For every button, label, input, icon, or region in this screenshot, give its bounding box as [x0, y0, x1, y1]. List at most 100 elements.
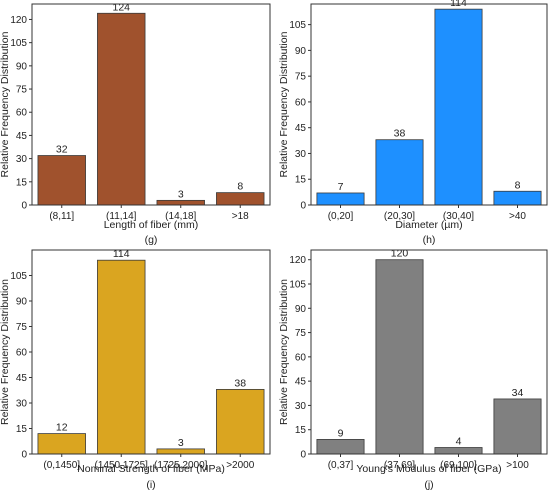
bar: [97, 12, 146, 206]
y-tick-label: 0: [21, 450, 27, 461]
data-label: 3: [178, 188, 184, 200]
data-label: 7: [338, 181, 344, 193]
y-tick-label: 30: [16, 154, 28, 165]
x-tick-label: (30,40]: [443, 211, 474, 222]
x-axis-label: Young's Modulus of fiber (GPa): [356, 463, 501, 475]
y-tick-label: 120: [289, 255, 306, 266]
chart-panel-3: 0 15 30 45 60 75 90 105 120 9 (0,37] 120 (37,69] 4 (69…: [278, 248, 548, 491]
data-label: 38: [394, 128, 406, 140]
bar: [434, 447, 483, 455]
x-tick-label: (0,20]: [328, 211, 354, 222]
y-tick-label: 60: [295, 352, 307, 363]
bar: [375, 259, 424, 455]
y-tick-label: 45: [295, 123, 307, 134]
panel-caption: (h): [423, 234, 436, 246]
bar: [97, 259, 146, 455]
y-tick-label: 15: [16, 177, 28, 188]
plot-frame: [310, 3, 548, 206]
y-tick-label: 75: [16, 85, 28, 96]
x-tick-label: (37,69]: [384, 460, 415, 471]
y-tick-label: 105: [289, 280, 306, 291]
y-tick-label: 75: [295, 328, 307, 339]
panel-caption: (j): [424, 479, 433, 491]
x-axis-label: Length of fiber (mm): [104, 219, 199, 231]
x-tick-label: (14,18]: [165, 211, 196, 222]
panel-caption: (i): [146, 479, 155, 491]
y-tick-label: 90: [16, 61, 28, 72]
y-tick-label: 60: [16, 348, 28, 359]
data-label: 12: [56, 422, 68, 434]
bar: [316, 439, 365, 455]
y-tick-label: 30: [295, 401, 307, 412]
x-tick-label: (11,14]: [106, 211, 137, 222]
bar: [216, 192, 265, 206]
data-label: 38: [234, 377, 246, 389]
data-label: 34: [512, 387, 524, 399]
chart-panel-2: 0 15 30 45 60 75 90 105 12 (0,1450] 114 (1450,1725]…: [0, 248, 271, 491]
x-axis-label: Nominal Strength of fiber (MPa): [77, 463, 225, 475]
y-tick-label: 15: [295, 175, 307, 186]
data-label: 114: [450, 0, 467, 9]
x-tick-label: >2000: [226, 460, 255, 471]
y-tick-label: 0: [21, 201, 27, 212]
data-label: 4: [456, 436, 462, 448]
y-tick-label: 90: [295, 304, 307, 315]
data-label: 3: [178, 437, 184, 449]
x-tick-label: (0,37]: [328, 460, 354, 471]
bar: [216, 388, 265, 455]
y-tick-label: 120: [10, 15, 27, 26]
y-tick-label: 60: [295, 97, 307, 108]
y-tick-label: 15: [16, 424, 28, 435]
data-label: 32: [56, 144, 68, 156]
y-tick-label: 75: [295, 72, 307, 83]
y-tick-label: 0: [300, 450, 306, 461]
y-tick-label: 45: [16, 373, 28, 384]
plot-frame: [31, 3, 271, 206]
x-tick-label: (8,11]: [49, 211, 74, 222]
y-axis-label: Relative Frequency Distribution: [0, 31, 11, 177]
y-tick-label: 30: [16, 399, 28, 410]
plot-frame: [310, 249, 548, 455]
x-tick-label: (20,30]: [384, 211, 415, 222]
panel-caption: (g): [145, 234, 158, 246]
data-label: 120: [391, 248, 409, 260]
x-tick-label: >100: [506, 460, 529, 471]
bar: [493, 398, 542, 455]
bar: [156, 199, 205, 206]
data-label: 8: [237, 181, 243, 193]
y-tick-label: 105: [289, 20, 306, 31]
x-tick-label: (1450,1725]: [95, 460, 149, 471]
x-tick-label: >18: [232, 211, 249, 222]
data-label: 124: [112, 1, 130, 13]
x-tick-label: >40: [509, 211, 526, 222]
bar: [37, 433, 86, 455]
y-tick-label: 15: [295, 425, 307, 436]
y-tick-label: 90: [16, 297, 28, 308]
bar: [156, 448, 205, 455]
chart-panel-0: 0 15 30 45 60 75 90 105 120 32 (8,11] 124 (11,14] 3 (1…: [0, 1, 271, 246]
y-axis-label: Relative Frequency Distribution: [278, 279, 290, 425]
x-tick-label: (1725,2000]: [154, 460, 208, 471]
bar: [375, 139, 424, 206]
x-axis-label: Diameter (µm): [395, 219, 462, 231]
bar: [316, 192, 365, 206]
bar: [434, 8, 483, 206]
y-tick-label: 0: [300, 201, 306, 212]
data-label: 8: [515, 179, 521, 191]
chart-panel-1: 0 15 30 45 60 75 90 105 7 (0,20] 38 (20,30] 114 (30,4…: [278, 0, 548, 246]
y-axis-label: Relative Frequency Distribution: [0, 279, 11, 425]
y-axis-label: Relative Frequency Distribution: [278, 31, 290, 177]
data-label: 114: [113, 248, 130, 260]
bar: [493, 190, 542, 206]
x-tick-label: (69,100]: [440, 460, 477, 471]
y-tick-label: 30: [295, 149, 307, 160]
y-tick-label: 90: [295, 46, 307, 57]
y-tick-label: 45: [16, 131, 28, 142]
data-label: 9: [338, 427, 344, 439]
y-tick-label: 60: [16, 108, 28, 119]
bar: [37, 155, 86, 206]
y-tick-label: 105: [10, 271, 27, 282]
y-tick-label: 105: [10, 38, 27, 49]
y-tick-label: 75: [16, 322, 28, 333]
